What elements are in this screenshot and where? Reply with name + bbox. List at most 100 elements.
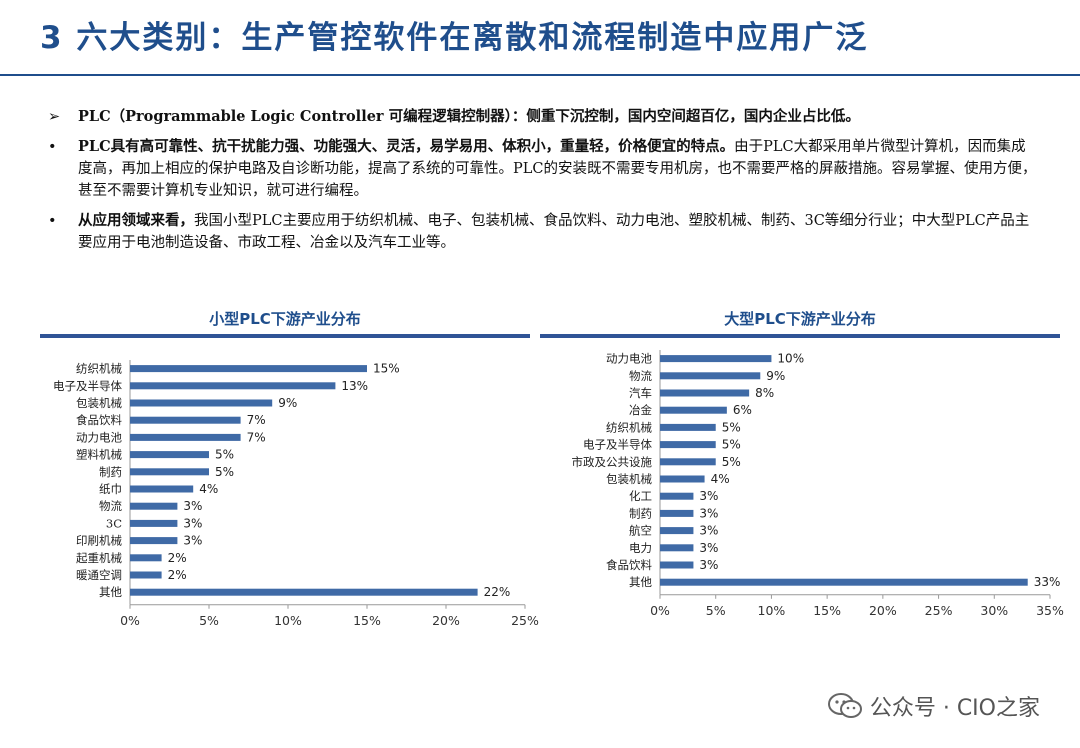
bullet-bold-text: PLC（Programmable Logic Controller 可编程逻辑控… [78, 108, 860, 125]
category-label: 化工 [629, 489, 652, 503]
value-label: 7% [247, 430, 266, 444]
x-tick-label: 10% [274, 613, 302, 628]
x-tick-label: 20% [432, 613, 460, 628]
watermark: 公众号 · CIO之家 [827, 690, 1040, 722]
bar [130, 485, 194, 493]
category-label: 印刷机械 [76, 534, 122, 548]
value-label: 3% [699, 558, 718, 572]
bar [660, 527, 694, 535]
bar [660, 509, 694, 517]
x-tick-label: 5% [706, 603, 726, 618]
category-label: 包装机械 [606, 472, 652, 486]
category-label: 纺织机械 [606, 420, 652, 434]
bar [660, 423, 716, 431]
watermark-text: 公众号 · CIO之家 [869, 696, 1040, 721]
value-label: 4% [711, 472, 730, 486]
x-tick-label: 30% [980, 603, 1008, 618]
category-label: 电子及半导体 [53, 379, 122, 393]
bullet-item: • PLC具有高可靠性、抗干扰能力强、功能强大、灵活，易学易用、体积小，重量轻，… [48, 136, 1038, 202]
bar [130, 502, 178, 510]
value-label: 3% [699, 506, 718, 520]
value-label: 3% [699, 524, 718, 538]
dot-bullet-icon: • [48, 139, 57, 155]
small-plc-chart-title: 小型PLC下游产业分布 [209, 310, 361, 328]
value-label: 2% [168, 551, 187, 565]
category-label: 动力电池 [76, 430, 122, 444]
x-tick-label: 5% [199, 613, 219, 628]
large-plc-chart-title: 大型PLC下游产业分布 [724, 310, 876, 328]
value-label: 10% [777, 352, 804, 366]
x-tick-label: 0% [120, 613, 140, 628]
value-label: 3% [183, 534, 202, 548]
bar [660, 355, 772, 363]
bar [130, 588, 478, 596]
bar [660, 578, 1028, 586]
bar [130, 468, 209, 476]
bar [130, 382, 336, 390]
category-label: 冶金 [629, 403, 652, 417]
bar [130, 451, 209, 459]
bar [130, 554, 162, 562]
category-label: 市政及公共设施 [572, 455, 653, 469]
bar [130, 433, 241, 441]
value-label: 9% [278, 396, 297, 410]
value-label: 5% [722, 420, 741, 434]
bullet-text: 由于PLC大都采用单片微型计算机，因而集成度高，再加上相应的保护电路及自诊断功能… [78, 139, 1037, 199]
category-label: 塑料机械 [76, 448, 122, 462]
x-tick-label: 25% [925, 603, 953, 618]
category-label: 物流 [629, 369, 652, 383]
x-tick-label: 20% [869, 603, 897, 618]
value-label: 3% [699, 541, 718, 555]
category-label: 食品饮料 [76, 413, 122, 427]
category-label: 起重机械 [76, 551, 122, 565]
category-label: 纸巾 [99, 482, 122, 496]
value-label: 9% [766, 369, 785, 383]
arrow-bullet-icon: ➢ [48, 109, 61, 125]
category-label: 制药 [99, 465, 122, 479]
bar [130, 537, 178, 545]
dot-bullet-icon: • [48, 213, 57, 229]
bar [130, 571, 162, 579]
value-label: 3% [183, 499, 202, 513]
category-label: 食品饮料 [606, 558, 652, 572]
bullet-item: • 从应用领域来看，我国小型PLC主要应用于纺织机械、电子、包装机械、食品饮料、… [48, 210, 1038, 254]
value-label: 4% [199, 482, 218, 496]
bullet-list: ➢ PLC（Programmable Logic Controller 可编程逻… [48, 106, 1038, 262]
small-plc-bar-chart: 纺织机械 15% 电子及半导体 13% 包装机械 9% 食品饮料 7% 动力电池 7% 塑料机械 5%… [53, 360, 539, 628]
bar [130, 519, 178, 527]
category-label: 暖通空调 [76, 568, 122, 582]
category-label: 物流 [99, 499, 122, 513]
x-tick-label: 10% [758, 603, 786, 618]
value-label: 5% [722, 438, 741, 452]
x-tick-label: 25% [511, 613, 539, 628]
bar [660, 475, 705, 483]
value-label: 3% [699, 489, 718, 503]
bullet-item: ➢ PLC（Programmable Logic Controller 可编程逻… [48, 106, 1038, 128]
bar [660, 544, 694, 552]
bar [660, 561, 694, 569]
category-label: 3C [106, 516, 122, 530]
bar [130, 365, 367, 373]
bar [660, 492, 694, 500]
large-plc-bar-chart: 动力电池 10% 物流 9% 汽车 8% 冶金 6% 纺织机械 5% 电子及半导体 5% 市政及公共设施… [572, 350, 1064, 618]
value-label: 5% [215, 465, 234, 479]
category-label: 制药 [629, 506, 652, 520]
value-label: 33% [1034, 575, 1061, 589]
bar [130, 416, 241, 424]
bar [130, 399, 273, 407]
category-label: 汽车 [629, 386, 652, 400]
value-label: 5% [215, 448, 234, 462]
page-title: 3 六大类别：生产管控软件在离散和流程制造中应用广泛 [40, 20, 869, 56]
value-label: 13% [341, 379, 368, 393]
bar [660, 458, 716, 466]
category-label: 包装机械 [76, 396, 122, 410]
x-tick-label: 0% [650, 603, 670, 618]
bullet-bold-text: 从应用领域来看， [78, 212, 194, 229]
value-label: 5% [722, 455, 741, 469]
value-label: 6% [733, 403, 752, 417]
x-tick-label: 35% [1036, 603, 1064, 618]
bar [660, 406, 727, 414]
value-label: 2% [168, 568, 187, 582]
wechat-icon [827, 693, 862, 718]
category-label: 电子及半导体 [583, 438, 652, 452]
